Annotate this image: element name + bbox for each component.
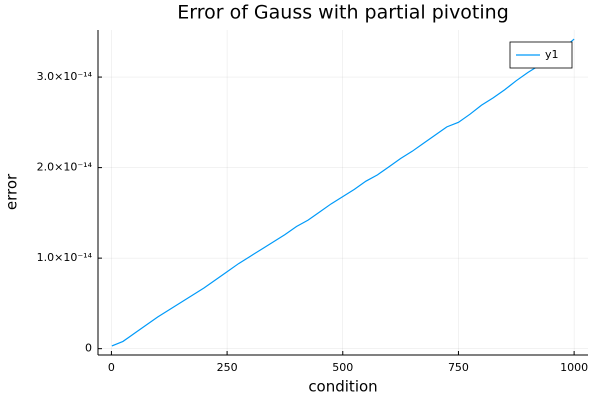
legend-label: y1 xyxy=(545,48,559,61)
x-tick-label: 500 xyxy=(332,361,353,374)
y-tick-label: 3.0×10⁻¹⁴ xyxy=(37,70,93,83)
x-tick-label: 1000 xyxy=(560,361,588,374)
y-tick-label: 2.0×10⁻¹⁴ xyxy=(37,161,93,174)
x-tick-label: 750 xyxy=(448,361,469,374)
x-axis-label: condition xyxy=(308,378,377,396)
data-line xyxy=(111,38,575,347)
chart-title: Error of Gauss with partial pivoting xyxy=(177,2,509,24)
y-tick-label: 0 xyxy=(85,342,92,355)
y-tick-label: 1.0×10⁻¹⁴ xyxy=(37,251,93,264)
y-axis-label: error xyxy=(3,173,21,210)
x-tick-label: 0 xyxy=(108,361,115,374)
x-tick-label: 250 xyxy=(217,361,238,374)
